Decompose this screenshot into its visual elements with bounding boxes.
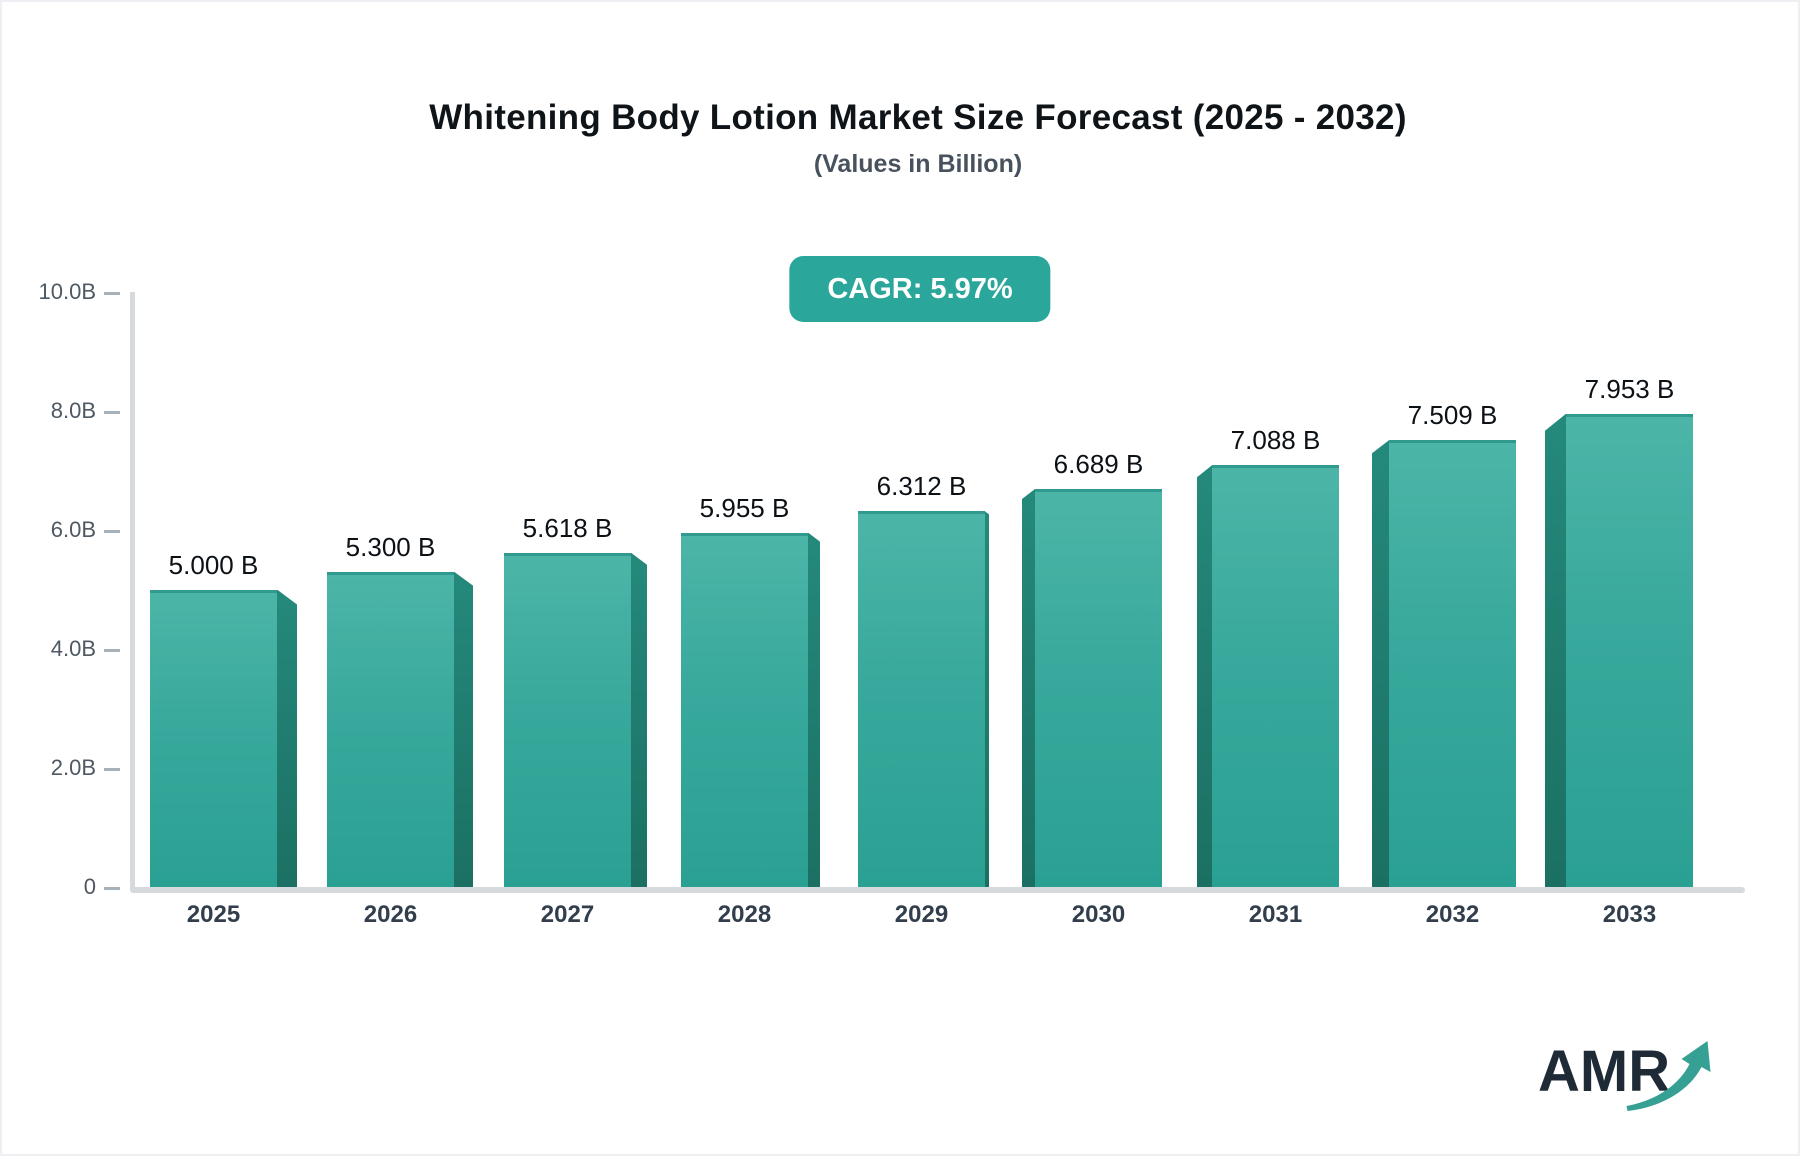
bar-2026 <box>327 571 454 887</box>
y-axis-line <box>130 292 135 890</box>
bar-value-label: 7.509 B <box>1407 400 1498 431</box>
cagr-badge: CAGR: 5.97% <box>789 256 1051 322</box>
y-tick-label: 2.0B <box>50 755 96 780</box>
x-axis-label-2032: 2032 <box>1425 901 1480 928</box>
bar-side-2025 <box>277 589 297 887</box>
bar-value-label: 7.953 B <box>1584 373 1675 404</box>
chart-subtitle: (Values in Billion) <box>813 150 1023 178</box>
x-axis-label-2033: 2033 <box>1602 901 1657 928</box>
bar-value-label: 5.300 B <box>345 531 436 562</box>
x-axis-label-2027: 2027 <box>540 901 595 928</box>
bar-2025 <box>150 589 277 887</box>
y-tick-label: 4.0B <box>50 636 96 661</box>
growth-arrow-icon <box>1626 1041 1711 1111</box>
y-tick-dash <box>104 887 120 890</box>
y-tick-dash <box>104 411 120 414</box>
bar-2028 <box>681 532 808 887</box>
bar-2027 <box>504 552 631 887</box>
y-tick-label: 10.0B <box>38 279 97 304</box>
bar-2030 <box>1035 489 1162 887</box>
y-tick-label: 6.0B <box>50 517 96 542</box>
x-axis-baseline <box>130 887 1745 893</box>
bar-side-2028 <box>808 532 820 887</box>
bar-side-2026 <box>454 571 473 887</box>
y-tick-label: 8.0B <box>50 398 96 423</box>
bar-side-2031 <box>1197 465 1212 887</box>
bar-value-label: 5.000 B <box>168 549 259 580</box>
y-tick-label: 0 <box>83 874 96 899</box>
bar-value-label: 6.689 B <box>1053 449 1144 479</box>
y-tick-dash <box>104 649 120 652</box>
bar-value-label: 7.088 B <box>1230 425 1321 456</box>
y-tick-dash <box>104 768 120 771</box>
x-axis-label-2030: 2030 <box>1071 901 1126 928</box>
bar-value-label: 6.312 B <box>876 471 967 502</box>
x-axis-label-2029: 2029 <box>894 901 949 928</box>
x-axis-label-2028: 2028 <box>717 901 772 928</box>
amr-logo: AMR <box>1532 1034 1772 1134</box>
bar-side-2030 <box>1022 489 1035 887</box>
x-axis-label-2026: 2026 <box>363 901 418 928</box>
bar-2031 <box>1212 465 1339 887</box>
bar-side-2033 <box>1545 413 1566 887</box>
bar-side-2027 <box>631 552 647 887</box>
x-axis-label-2031: 2031 <box>1248 901 1303 928</box>
bar-value-label: 5.955 B <box>699 492 790 523</box>
x-axis-label-2025: 2025 <box>186 901 241 928</box>
bar-2029 <box>858 511 985 887</box>
bar-2033 <box>1566 413 1693 887</box>
y-tick-dash <box>104 530 120 533</box>
y-tick-dash <box>104 292 120 295</box>
bar-side-2029 <box>985 511 989 887</box>
chart-title: Whitening Body Lotion Market Size Foreca… <box>429 98 1407 137</box>
bar-side-2032 <box>1372 440 1389 887</box>
bar-value-label: 5.618 B <box>522 512 613 543</box>
bar-2032 <box>1389 440 1516 887</box>
amr-logo-text: AMR <box>1538 1039 1671 1104</box>
